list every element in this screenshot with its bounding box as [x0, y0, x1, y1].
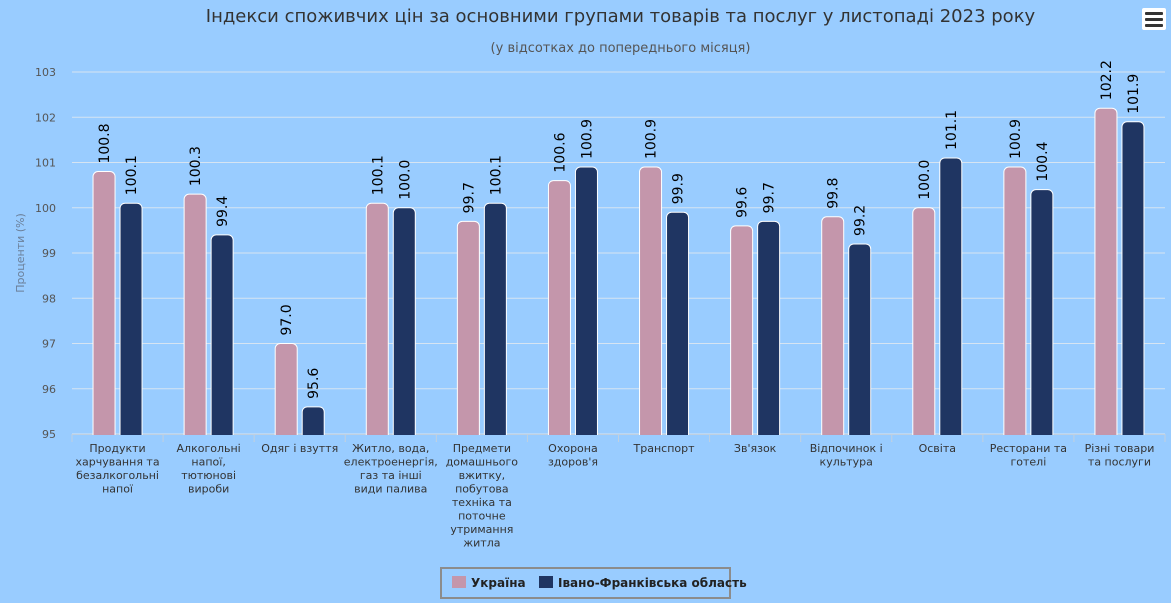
data-label: 97.0 — [279, 304, 295, 335]
data-label: 100.1 — [488, 155, 504, 195]
bar-ukraine — [547, 180, 571, 441]
chart-subtitle: (у відсотках до попереднього місяця) — [491, 41, 751, 56]
data-label: 101.9 — [1126, 74, 1142, 114]
y-tick-label: 96 — [42, 383, 56, 396]
data-label: 99.2 — [853, 205, 869, 236]
data-label: 100.0 — [917, 160, 933, 200]
category-label: Житло, вода, електроенергія, газ та інші ви… — [344, 442, 438, 496]
category-label: Транспорт — [633, 442, 696, 455]
category-label: Предмети домашнього вжитку, побутова техніка… — [446, 442, 519, 550]
legend-item-1[interactable]: Івано-Франківська область — [558, 576, 747, 590]
legend-box — [440, 567, 731, 599]
category-label: Охорона здоров'я — [548, 442, 598, 469]
bar-ivano-frankivsk — [1121, 121, 1145, 441]
bar-ivano-frankivsk — [483, 202, 507, 441]
data-label: 99.7 — [762, 182, 778, 213]
data-label: 100.3 — [188, 146, 204, 186]
y-tick-label: 99 — [42, 247, 56, 260]
data-label: 100.9 — [644, 119, 660, 159]
y-tick-label: 102 — [35, 111, 56, 124]
bar-ivano-frankivsk — [848, 243, 872, 441]
data-label: 99.9 — [671, 173, 687, 204]
data-label: 100.1 — [124, 155, 140, 195]
category-label: Освіта — [919, 442, 956, 455]
category-label: Відпочинок і культура — [810, 442, 883, 469]
bar-ukraine — [912, 207, 936, 441]
data-label: 100.4 — [1035, 141, 1051, 181]
bar-ivano-frankivsk — [1030, 189, 1054, 441]
bar-ukraine — [730, 225, 754, 441]
legend-item-0[interactable]: Україна — [471, 576, 526, 590]
bar-ivano-frankivsk — [666, 211, 690, 441]
y-tick-label: 100 — [35, 202, 56, 215]
category-label: Одяг і взуття — [261, 442, 338, 455]
bar-ukraine — [639, 166, 663, 441]
bar-ukraine — [183, 193, 207, 441]
y-tick-label: 97 — [42, 338, 56, 351]
data-label: 99.6 — [735, 187, 751, 218]
category-label: Алкогольні напої, тютюнові вироби — [177, 442, 241, 496]
data-label: 95.6 — [306, 368, 322, 399]
data-label: 100.6 — [552, 132, 568, 172]
bar-ukraine — [1003, 166, 1027, 441]
data-label: 100.8 — [97, 123, 113, 163]
legend-swatch — [539, 576, 553, 588]
bar-ivano-frankivsk — [392, 207, 416, 441]
category-label: Різні товари та послуги — [1085, 442, 1155, 469]
chart-title: Індекси споживчих цін за основними група… — [206, 6, 1036, 27]
hamburger-menu-icon — [1145, 12, 1163, 15]
bar-ukraine — [821, 216, 845, 441]
data-label: 99.4 — [215, 196, 231, 227]
data-label: 100.9 — [1008, 119, 1024, 159]
y-tick-label: 103 — [35, 66, 56, 79]
bar-ivano-frankivsk — [574, 166, 598, 441]
data-label: 101.1 — [944, 110, 960, 150]
data-label: 100.9 — [579, 119, 595, 159]
y-tick-label: 95 — [42, 428, 56, 441]
legend-swatch — [452, 576, 466, 588]
bar-ivano-frankivsk — [939, 157, 963, 441]
category-label: Зв'язок — [734, 442, 777, 455]
data-label: 100.1 — [370, 155, 386, 195]
y-tick-label: 101 — [35, 157, 56, 170]
data-label: 99.8 — [826, 178, 842, 209]
bar-ukraine — [92, 171, 116, 441]
bar-ukraine — [365, 202, 389, 441]
y-axis-title: Проценти (%) — [14, 213, 27, 293]
data-label: 102.2 — [1099, 60, 1115, 100]
chart-menu-button[interactable] — [1142, 8, 1166, 30]
data-label: 99.7 — [461, 182, 477, 213]
category-label: Ресторани та готелі — [990, 442, 1067, 469]
bar-ivano-frankivsk — [210, 234, 234, 441]
bar-ukraine — [274, 343, 298, 441]
data-label: 100.0 — [397, 160, 413, 200]
bar-ukraine — [456, 220, 480, 441]
bar-ivano-frankivsk — [757, 220, 781, 441]
y-tick-label: 98 — [42, 292, 56, 305]
bar-ivano-frankivsk — [119, 202, 143, 441]
bar-ukraine — [1094, 107, 1118, 441]
category-label: Продукти харчування та безалкогольні напої — [75, 442, 159, 496]
